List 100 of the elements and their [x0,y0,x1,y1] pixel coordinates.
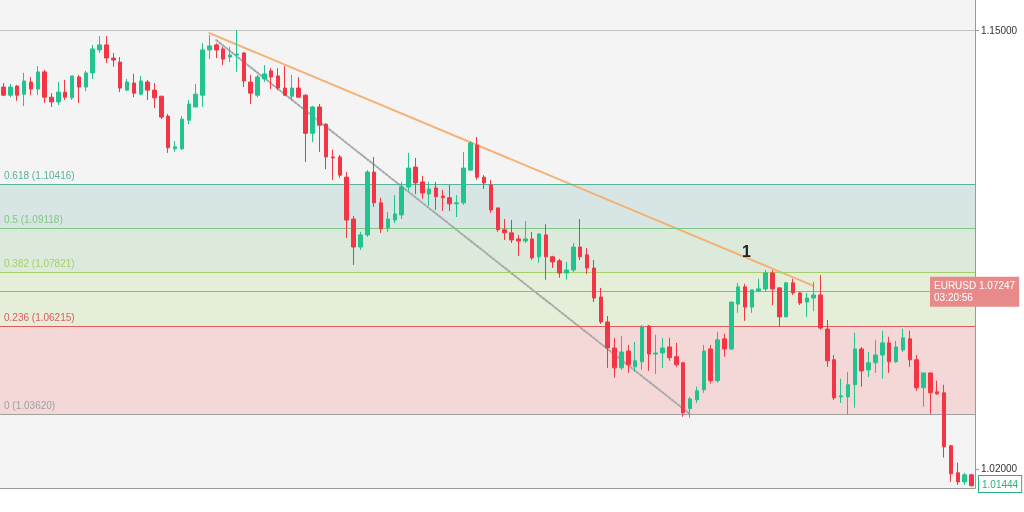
candlestick [22,72,26,107]
candlestick [921,372,926,408]
candlestick [70,75,74,101]
candlestick [880,330,885,380]
candlestick [962,472,967,486]
ref-line-label: 0.236 (1.06215) [4,312,75,324]
candlestick [1,82,6,97]
ref-line-label: 0.618 (1.10416) [4,170,75,182]
candlestick [393,194,397,224]
candlestick [502,218,507,241]
candlestick [811,281,816,312]
candlestick [564,261,569,281]
candlestick [612,337,617,379]
candlestick [49,92,54,108]
candlestick [29,76,33,96]
candlestick [338,154,342,179]
candlestick [509,219,514,244]
candlestick [846,371,850,416]
annotation: 1 [742,242,751,260]
candlestick [434,181,438,211]
candlestick [248,74,253,105]
candlestick [770,269,775,306]
candlestick [633,341,637,373]
candlestick [908,330,912,368]
candlestick [667,337,672,362]
candlestick [36,65,40,96]
candlestick [695,386,699,404]
candlestick [324,122,328,170]
candlestick [242,51,246,88]
candlestick [887,336,891,374]
ref-line-label: 0 (1.03620) [4,399,56,411]
ref-line-label: EURUSD 1.07247 03:20:56 [934,280,1016,304]
candlestick [736,282,740,314]
candlestick [255,74,260,98]
candlestick [537,233,541,264]
candlestick [557,258,562,279]
candlestick [853,332,857,409]
candlestick [331,149,335,181]
candlestick [454,194,459,218]
candlestick [571,242,576,273]
candlestick [523,220,528,244]
candlestick [427,181,431,207]
candlestick [475,136,479,181]
candlestick [722,333,727,358]
candlestick [413,157,418,195]
candlestick [42,69,47,104]
candlestick [708,344,713,385]
candlestick [681,361,685,418]
candlestick [544,223,548,281]
candlestick [489,179,493,214]
candlestick [166,113,170,154]
candlestick [516,234,521,257]
y-tick-label: 1.02000 [981,463,1018,475]
candlestick [358,231,363,251]
candlestick [180,115,184,151]
candlestick [825,319,830,368]
candlestick [901,328,905,353]
candlestick [530,231,534,261]
candlestick [56,81,61,106]
candlestick [372,156,376,208]
candlestick [200,42,205,108]
candlestick [145,79,150,101]
candlestick [791,278,795,296]
candlestick [379,197,383,234]
candlestick [949,444,953,483]
candlestick [193,83,198,108]
candlestick [221,46,225,66]
candlestick [269,67,273,90]
candlestick [447,184,452,212]
candlestick [866,351,871,378]
candlestick [702,344,706,394]
candlestick [365,169,370,238]
candlestick [310,105,315,143]
candlestick [928,372,933,415]
ref-line-label: 0.382 (1.07821) [4,257,75,269]
candlestick [97,35,102,54]
candlestick [420,175,425,200]
candlestick [290,74,294,101]
candlestick [674,342,679,368]
candlestick [235,29,239,73]
candlestick [262,64,267,83]
candlestick [894,340,898,364]
candlestick [111,52,116,68]
candlestick [8,83,13,98]
candlestick [441,189,445,212]
candlestick [592,259,596,303]
candlestick [756,278,761,293]
candlestick [187,99,191,125]
candlestick [660,337,665,369]
candlestick [585,247,589,275]
candlestick [317,103,322,153]
candlestick [914,354,919,392]
candlestick [859,346,864,388]
candlestick [626,344,631,374]
candlestick [969,473,974,488]
candlestick [386,211,390,233]
candlestick [406,152,411,192]
candlestick [207,34,212,60]
candlestick [839,378,843,404]
candlestick [399,181,404,220]
